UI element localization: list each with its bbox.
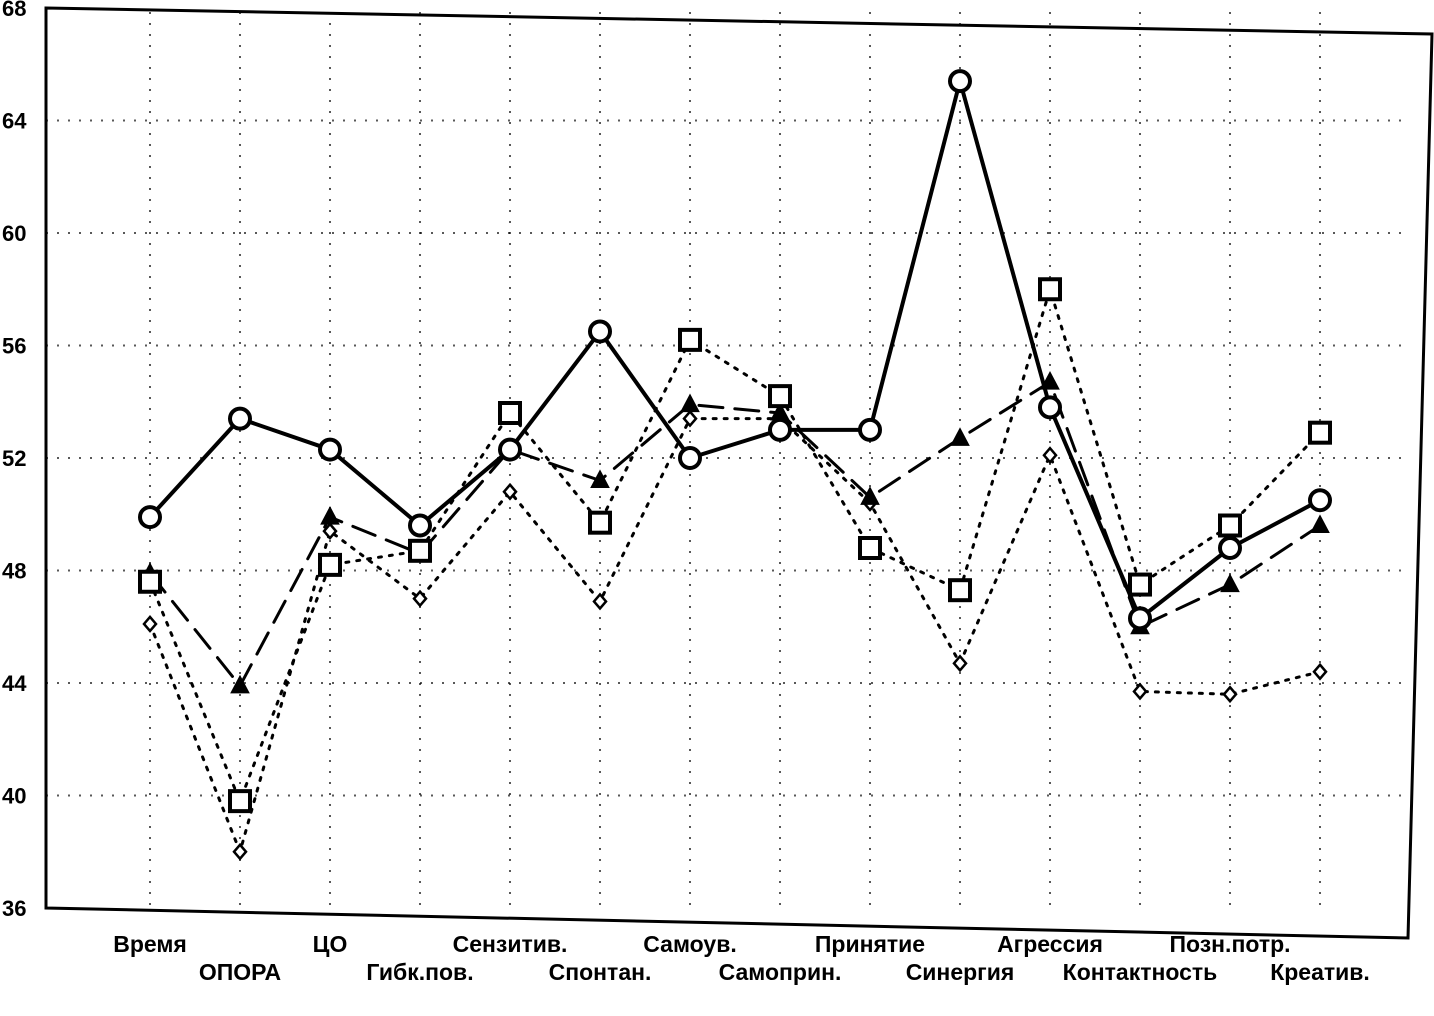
data-point-square (1038, 277, 1062, 302)
data-point-circle (858, 417, 882, 442)
data-point-circle (1218, 536, 1242, 560)
x-tick-label: Сензитив. (453, 931, 568, 957)
data-point-circle (1128, 606, 1152, 631)
y-tick-label: 36 (2, 896, 26, 921)
y-tick-label: 60 (2, 221, 26, 246)
data-point-triangle (230, 674, 250, 694)
y-tick-label: 48 (2, 559, 26, 584)
data-point-circle (138, 505, 162, 530)
data-point-triangle (1220, 573, 1240, 593)
series-lines (148, 79, 1322, 854)
plot-frame (44, 6, 1434, 940)
x-tick-label: Самоув. (643, 931, 736, 957)
y-tick-label: 44 (2, 671, 27, 696)
x-tick-label: ЦО (313, 931, 348, 957)
data-point-square (858, 536, 882, 560)
data-point-triangle (950, 427, 970, 446)
data-point-circle (1038, 395, 1062, 420)
data-point-circle (408, 513, 432, 538)
y-tick-label: 56 (2, 334, 26, 359)
data-point-diamond (1222, 685, 1238, 704)
x-tick-label: Контактность (1063, 959, 1218, 985)
data-point-circle (1308, 488, 1332, 513)
data-point-circle (318, 437, 342, 462)
x-axis-ticks: ВремяОПОРАЦОГибк.пов.Сензитив.Спонтан.Са… (113, 931, 1370, 985)
y-tick-label: 64 (2, 109, 27, 134)
data-point-diamond (142, 615, 158, 633)
data-point-square (588, 510, 612, 535)
data-point-triangle (590, 469, 610, 488)
data-point-square (678, 327, 702, 352)
data-point-circle (678, 446, 702, 470)
x-tick-label: Время (113, 931, 187, 957)
data-point-diamond (1312, 662, 1328, 681)
data-point-diamond (232, 842, 248, 861)
data-point-square (1218, 513, 1242, 538)
data-point-diamond (322, 522, 338, 541)
data-point-square (498, 401, 522, 425)
x-tick-label: Спонтан. (549, 959, 652, 985)
y-tick-label: 52 (2, 446, 26, 471)
data-point-square (768, 384, 792, 409)
data-point-triangle (1040, 370, 1060, 390)
x-tick-label: Агрессия (997, 931, 1103, 957)
x-tick-label: Гибк.пов. (366, 959, 473, 985)
data-point-triangle (680, 393, 700, 413)
x-tick-label: Синергия (906, 959, 1015, 985)
x-tick-label: Позн.потр. (1169, 931, 1290, 957)
data-point-diamond (1132, 682, 1148, 701)
data-point-square (318, 552, 342, 577)
data-point-diamond (952, 654, 968, 673)
data-point-diamond (1042, 446, 1058, 465)
data-point-square (408, 538, 432, 563)
data-point-circle (588, 319, 612, 344)
series-line-2 (148, 287, 1322, 803)
data-point-circle (498, 437, 522, 462)
series-line-1 (148, 79, 1322, 621)
x-tick-label: Креатив. (1270, 959, 1370, 985)
data-point-circle (768, 417, 792, 442)
y-tick-label: 40 (2, 784, 26, 809)
series-markers (138, 69, 1332, 861)
x-tick-label: Принятие (815, 931, 925, 957)
series-line-4 (148, 417, 1322, 854)
data-point-diamond (412, 589, 428, 608)
y-tick-label: 68 (2, 0, 26, 21)
y-axis-ticks: 36 40 44 48 52 56 60 64 68 (2, 0, 27, 921)
data-point-square (138, 569, 162, 594)
data-point-triangle (1310, 514, 1330, 533)
data-point-triangle (320, 505, 340, 525)
data-point-square (948, 578, 972, 603)
x-tick-label: Самоприн. (719, 959, 842, 985)
data-point-square (1308, 420, 1332, 445)
series-line-3 (148, 380, 1322, 688)
data-point-triangle (860, 486, 880, 505)
data-point-square (1128, 572, 1152, 597)
data-point-square (228, 789, 252, 814)
data-point-diamond (502, 482, 518, 501)
data-point-circle (228, 406, 252, 431)
data-point-circle (948, 69, 972, 94)
grid (46, 12, 1410, 908)
data-point-diamond (592, 592, 608, 611)
x-tick-label: ОПОРА (199, 959, 281, 985)
data-point-diamond (682, 409, 698, 428)
